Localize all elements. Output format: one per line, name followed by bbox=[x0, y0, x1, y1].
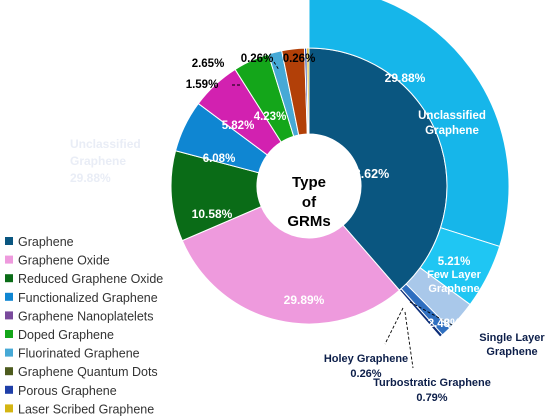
legend-label-graphene-oxide: Graphene Oxide bbox=[18, 254, 110, 268]
legend-label-graphene-quantum-dots: Graphene Quantum Dots bbox=[18, 365, 158, 379]
center-label-line-1: Type bbox=[292, 174, 326, 191]
label-doped-graphene: 4.23% bbox=[254, 111, 287, 123]
leader-lines bbox=[232, 61, 453, 369]
legend-swatch-graphene bbox=[5, 237, 13, 245]
legend-swatch-porous-graphene bbox=[5, 385, 13, 394]
center-hole bbox=[257, 134, 361, 238]
label-porous-graphene: 0.26% bbox=[241, 53, 274, 65]
label-functionalized-graphene: 6.08% bbox=[203, 153, 236, 165]
outer-slice-unclassified-graphene bbox=[308, 0, 510, 248]
label-graphene-quantum-dots: 2.65% bbox=[192, 58, 225, 70]
legend-swatch-reduced-graphene-oxide bbox=[5, 274, 13, 283]
label-few-layer-value: 5.21% bbox=[438, 256, 471, 268]
background-watermark: Unclassified Graphene 29.88% bbox=[70, 137, 141, 185]
label-single-layer-value: 2.48% bbox=[428, 318, 461, 330]
label-fluorinated-graphene: 1.59% bbox=[186, 79, 219, 91]
label-reduced-graphene-oxide: 10.58% bbox=[192, 207, 233, 221]
legend-swatch-functionalized-graphene bbox=[5, 292, 13, 301]
watermark-line-1: Unclassified bbox=[70, 137, 141, 151]
label-few-layer-name-1: Few Layer bbox=[427, 269, 482, 281]
segment-labels: 38.62% 29.89% 10.58% 6.08% 5.82% 4.23% 1… bbox=[186, 53, 546, 404]
label-unclassified-value: 29.88% bbox=[385, 71, 426, 85]
label-holey-name: Holey Graphene bbox=[324, 353, 408, 365]
label-single-layer-name-1: Single Layer bbox=[479, 332, 545, 344]
legend-label-fluorinated-graphene: Fluorinated Graphene bbox=[18, 347, 140, 361]
leader-single-layer bbox=[409, 301, 453, 326]
leader-turbostratic bbox=[404, 311, 414, 369]
outer-slice-holey-graphene bbox=[398, 288, 444, 338]
center-label: Type of GRMs bbox=[287, 174, 330, 230]
legend-swatch-laser-scribed-graphene bbox=[5, 404, 13, 413]
legend-label-laser-scribed-graphene: Laser Scribed Graphene bbox=[18, 402, 154, 416]
legend-label-porous-graphene: Porous Graphene bbox=[18, 384, 117, 398]
legend-swatch-doped-graphene bbox=[5, 330, 13, 338]
legend-label-graphene-nanoplatelets: Graphene Nanoplatelets bbox=[18, 309, 154, 323]
center-label-line-2: of bbox=[302, 194, 317, 211]
legend-label-graphene: Graphene bbox=[18, 235, 74, 249]
label-graphene: 38.62% bbox=[347, 167, 389, 181]
label-holey-value: 0.26% bbox=[350, 368, 381, 380]
legend-label-doped-graphene: Doped Graphene bbox=[18, 328, 114, 342]
label-single-layer-name-2: Graphene bbox=[486, 346, 537, 358]
legend-label-functionalized-graphene: Functionalized Graphene bbox=[18, 291, 158, 305]
watermark-line-2: Graphene bbox=[70, 154, 126, 168]
leader-holey bbox=[384, 307, 404, 345]
legend-swatch-fluorinated-graphene bbox=[5, 348, 13, 357]
inner-ring bbox=[170, 47, 448, 325]
legend-swatch-graphene-oxide bbox=[5, 255, 13, 264]
label-graphene-oxide: 29.89% bbox=[284, 293, 325, 307]
label-turbostratic-value: 0.79% bbox=[416, 392, 447, 404]
leader-quantum-dots bbox=[273, 61, 280, 71]
legend-swatch-graphene-nanoplatelets bbox=[5, 311, 13, 320]
label-turbostratic-name: Turbostratic Graphene bbox=[373, 377, 491, 389]
label-unclassified-name-2: Graphene bbox=[425, 125, 479, 137]
center-label-line-3: GRMs bbox=[287, 213, 330, 230]
label-graphene-nanoplatelets: 5.82% bbox=[222, 120, 255, 132]
label-few-layer-name-2: Graphene bbox=[428, 283, 479, 295]
legend-label-reduced-graphene-oxide: Reduced Graphene Oxide bbox=[18, 272, 163, 286]
legend: Graphene Graphene Oxide Reduced Graphene O… bbox=[5, 235, 163, 416]
watermark-line-3: 29.88% bbox=[70, 171, 111, 185]
label-laser-scribed-graphene: 0.26% bbox=[283, 53, 316, 65]
legend-swatch-graphene-quantum-dots bbox=[5, 367, 13, 376]
outer-ring bbox=[308, 0, 510, 338]
label-unclassified-name-1: Unclassified bbox=[418, 110, 486, 122]
